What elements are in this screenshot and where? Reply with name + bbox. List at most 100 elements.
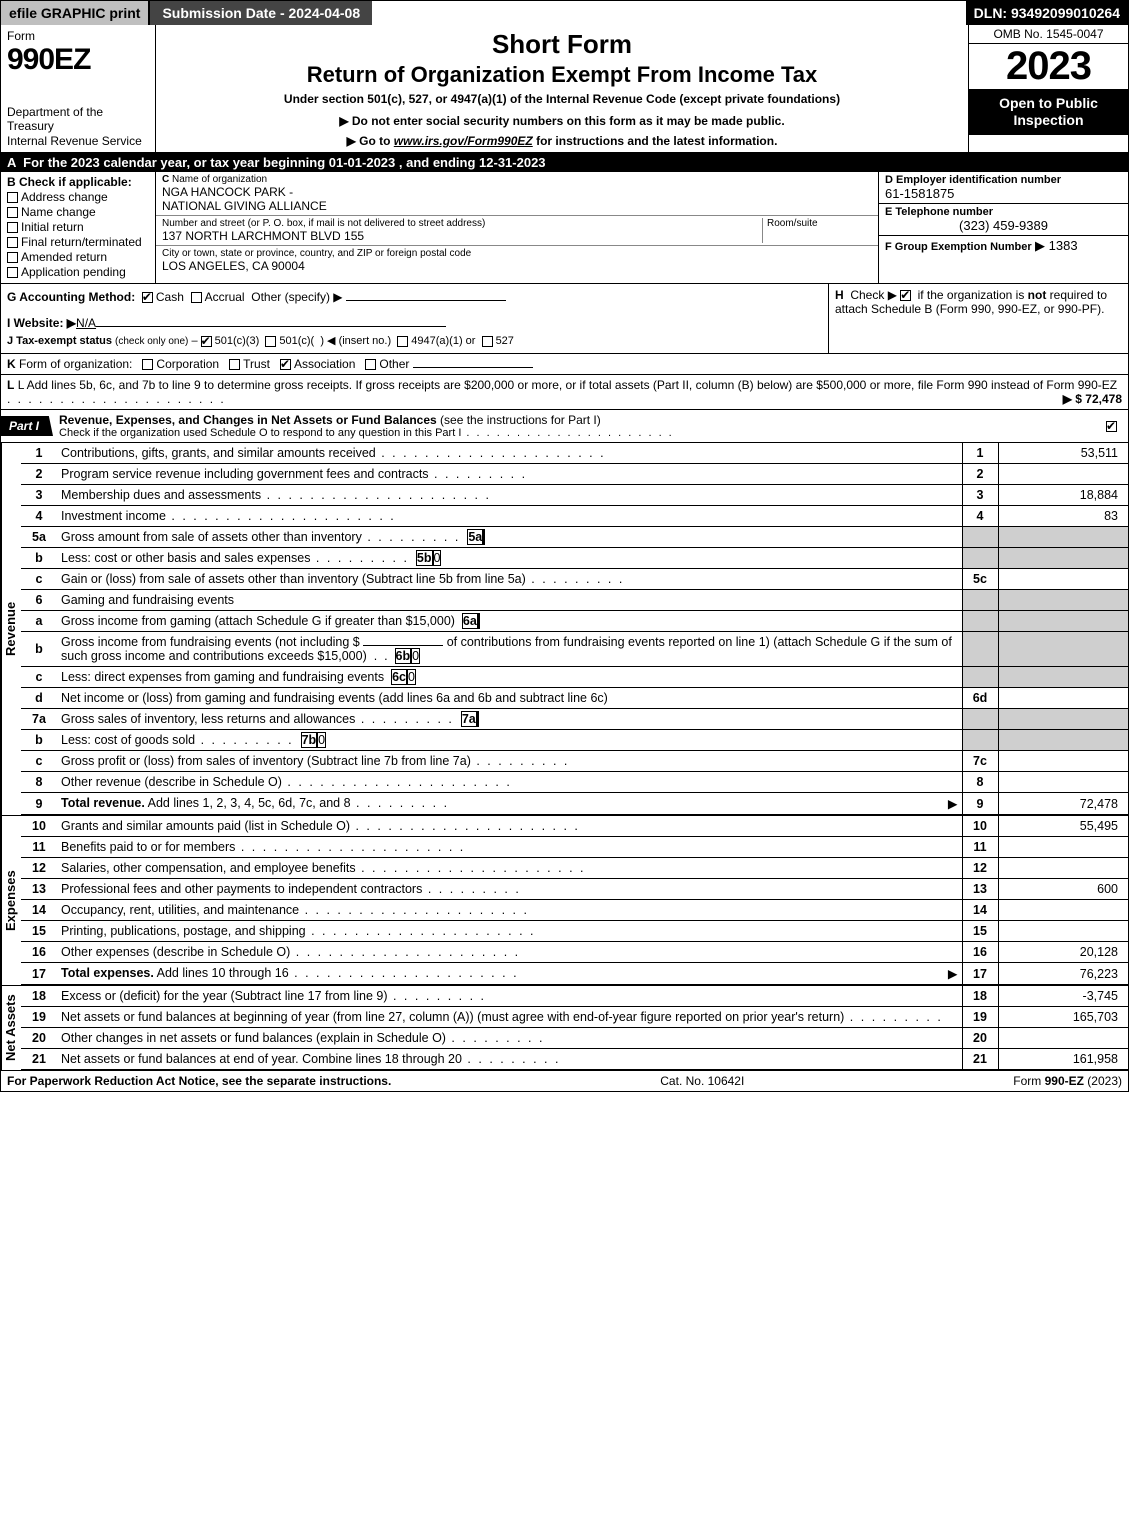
form-label: Form: [7, 29, 149, 43]
org-address: 137 NORTH LARCHMONT BLVD 155: [162, 229, 762, 243]
i-label: I Website: ▶: [7, 316, 76, 330]
line-6-desc: Gaming and fundraising events: [57, 590, 962, 611]
cb-amended-return[interactable]: Amended return: [7, 250, 149, 264]
website: N/A: [76, 316, 96, 330]
line-3-desc: Membership dues and assessments: [61, 488, 261, 502]
line-16-desc: Other expenses (describe in Schedule O): [61, 945, 290, 959]
submission-date: Submission Date - 2024-04-08: [148, 1, 372, 25]
tax-year: 2023: [969, 44, 1128, 89]
line-15-val: [998, 921, 1128, 942]
line-10-desc: Grants and similar amounts paid (list in…: [61, 819, 350, 833]
line-1-desc: Contributions, gifts, grants, and simila…: [61, 446, 376, 460]
line-6d-desc: Net income or (loss) from gaming and fun…: [61, 691, 608, 705]
dept-label: Department of the Treasury Internal Reve…: [7, 105, 149, 148]
goto-link[interactable]: Go to www.irs.gov/Form990EZ for instruct…: [162, 134, 962, 148]
line-7b-mini: 0: [317, 732, 326, 748]
col-b: B Check if applicable: Address change Na…: [1, 172, 156, 283]
footer-mid: Cat. No. 10642I: [660, 1074, 744, 1088]
header-left: Form 990EZ Department of the Treasury In…: [1, 25, 156, 152]
bcdef-block: B Check if applicable: Address change Na…: [1, 172, 1128, 284]
room-label: Room/suite: [767, 218, 872, 229]
netassets-table: 18Excess or (deficit) for the year (Subt…: [21, 986, 1128, 1070]
cb-final-return[interactable]: Final return/terminated: [7, 235, 149, 249]
b-label: Check if applicable:: [19, 175, 132, 189]
header-right: OMB No. 1545-0047 2023 Open to Public In…: [968, 25, 1128, 152]
part-i-header: Part I Revenue, Expenses, and Changes in…: [1, 410, 1128, 443]
cb-name-change[interactable]: Name change: [7, 205, 149, 219]
cb-other[interactable]: [365, 359, 376, 370]
cb-schedule-o[interactable]: [1106, 421, 1117, 432]
line-10-val: 55,495: [998, 816, 1128, 837]
line-6d-val: [998, 688, 1128, 709]
cb-address-change[interactable]: Address change: [7, 190, 149, 204]
line-6a-desc: Gross income from gaming (attach Schedul…: [61, 614, 455, 628]
col-c: C Name of organization NGA HANCOCK PARK …: [156, 172, 878, 283]
col-def: D Employer identification number 61-1581…: [878, 172, 1128, 283]
line-18-val: -3,745: [998, 986, 1128, 1007]
line-16-val: 20,128: [998, 942, 1128, 963]
revenue-section: Revenue 1Contributions, gifts, grants, a…: [1, 443, 1128, 815]
l-amount: ▶ $ 72,478: [1063, 392, 1122, 406]
line-7c-val: [998, 751, 1128, 772]
cb-cash[interactable]: [142, 292, 153, 303]
j-status: J Tax-exempt status (check only one) – 5…: [7, 334, 822, 347]
cb-application-pending[interactable]: Application pending: [7, 265, 149, 279]
return-title: Return of Organization Exempt From Incom…: [162, 62, 962, 88]
c-name-label: Name of organization: [172, 174, 267, 185]
line-12-val: [998, 858, 1128, 879]
e-label: E Telephone number: [885, 206, 1122, 218]
line-15-desc: Printing, publications, postage, and shi…: [61, 924, 306, 938]
line-2-val: [998, 464, 1128, 485]
form-number: 990EZ: [7, 43, 149, 77]
line-9-val: 72,478: [998, 793, 1128, 815]
footer-right: Form 990-EZ (2023): [1013, 1074, 1122, 1088]
header-center: Short Form Return of Organization Exempt…: [156, 25, 968, 152]
part-i-title: Revenue, Expenses, and Changes in Net As…: [53, 410, 1098, 442]
under-section: Under section 501(c), 527, or 4947(a)(1)…: [162, 92, 962, 106]
line-5a-mini: [483, 529, 485, 545]
line-13-val: 600: [998, 879, 1128, 900]
line-20-desc: Other changes in net assets or fund bala…: [61, 1031, 446, 1045]
line-7a-desc: Gross sales of inventory, less returns a…: [61, 712, 355, 726]
cb-h[interactable]: [900, 290, 911, 301]
revenue-label: Revenue: [1, 443, 21, 815]
g-other: Other (specify) ▶: [251, 290, 342, 304]
ein: 61-1581875: [885, 186, 1122, 201]
expenses-label: Expenses: [1, 816, 21, 985]
line-13-desc: Professional fees and other payments to …: [61, 882, 422, 896]
line-6a-mini: [478, 613, 480, 629]
line-2-desc: Program service revenue including govern…: [61, 467, 429, 481]
cb-corp[interactable]: [142, 359, 153, 370]
cb-trust[interactable]: [229, 359, 240, 370]
netassets-label: Net Assets: [1, 986, 21, 1070]
org-name: NGA HANCOCK PARK - NATIONAL GIVING ALLIA…: [162, 185, 872, 213]
row-a: A For the 2023 calendar year, or tax yea…: [1, 153, 1128, 172]
short-form-title: Short Form: [162, 29, 962, 60]
f-label: F Group Exemption Number: [885, 241, 1032, 253]
d-label: D Employer identification number: [885, 174, 1122, 186]
revenue-table: 1Contributions, gifts, grants, and simil…: [21, 443, 1128, 815]
telephone: (323) 459-9389: [885, 218, 1122, 233]
efile-label: efile GRAPHIC print: [1, 1, 148, 25]
cb-accrual[interactable]: [191, 292, 202, 303]
line-14-val: [998, 900, 1128, 921]
footer-left: For Paperwork Reduction Act Notice, see …: [7, 1074, 391, 1088]
line-21-val: 161,958: [998, 1049, 1128, 1070]
cb-assoc[interactable]: [280, 359, 291, 370]
group-exemption: ▶ 1383: [1035, 238, 1078, 253]
line-7c-desc: Gross profit or (loss) from sales of inv…: [61, 754, 471, 768]
line-4-desc: Investment income: [61, 509, 166, 523]
line-11-val: [998, 837, 1128, 858]
topbar: efile GRAPHIC print Submission Date - 20…: [1, 1, 1128, 25]
line-6b-desc: Gross income from fundraising events (no…: [61, 635, 952, 663]
do-not-enter: Do not enter social security numbers on …: [162, 114, 962, 128]
cb-initial-return[interactable]: Initial return: [7, 220, 149, 234]
line-6c-mini: 0: [407, 669, 416, 685]
form-990ez-page: efile GRAPHIC print Submission Date - 20…: [0, 0, 1129, 1092]
expenses-section: Expenses 10Grants and similar amounts pa…: [1, 815, 1128, 985]
addr-label: Number and street (or P. O. box, if mail…: [162, 218, 762, 229]
line-4-val: 83: [998, 506, 1128, 527]
line-18-desc: Excess or (deficit) for the year (Subtra…: [61, 989, 388, 1003]
h-check: H Check ▶ if the organization is not req…: [828, 284, 1128, 353]
line-19-desc: Net assets or fund balances at beginning…: [61, 1010, 844, 1024]
